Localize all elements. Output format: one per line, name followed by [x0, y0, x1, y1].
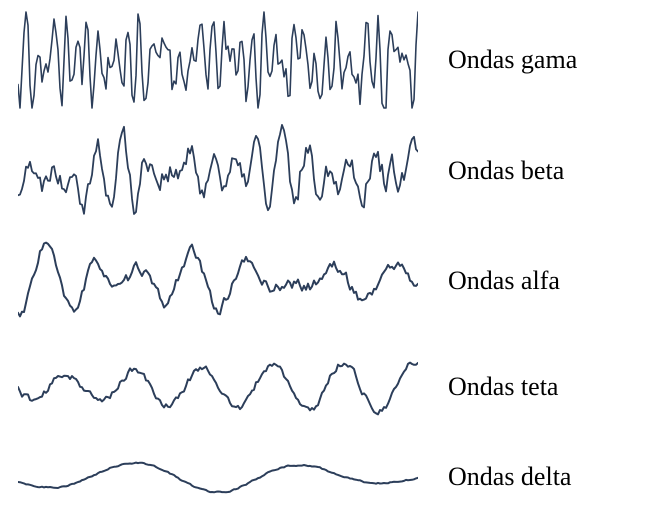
wave-slot — [18, 10, 418, 110]
wave-row-delta: Ondas delta — [18, 442, 628, 512]
wave-svg-alfa — [18, 231, 418, 331]
wave-svg-delta — [18, 442, 418, 512]
wave-row-alfa: Ondas alfa — [18, 231, 628, 331]
wave-row-teta: Ondas teta — [18, 342, 628, 432]
wave-svg-beta — [18, 121, 418, 221]
wave-slot — [18, 442, 418, 512]
wave-slot — [18, 121, 418, 221]
brainwave-figure: Ondas gama Ondas beta Ondas alfa Ondas t… — [0, 0, 646, 522]
wave-label-teta: Ondas teta — [448, 372, 558, 402]
wave-path-teta — [18, 362, 418, 414]
wave-label-beta: Ondas beta — [448, 156, 564, 186]
wave-path-beta — [18, 124, 418, 213]
wave-path-alfa — [18, 243, 418, 317]
wave-row-gamma: Ondas gama — [18, 10, 628, 110]
wave-label-delta: Ondas delta — [448, 462, 571, 492]
wave-label-gamma: Ondas gama — [448, 45, 577, 75]
wave-slot — [18, 231, 418, 331]
wave-svg-teta — [18, 342, 418, 432]
wave-path-gamma — [18, 12, 418, 108]
wave-row-beta: Ondas beta — [18, 121, 628, 221]
wave-svg-gamma — [18, 10, 418, 110]
wave-label-alfa: Ondas alfa — [448, 266, 560, 296]
wave-slot — [18, 342, 418, 432]
wave-path-delta — [18, 463, 418, 493]
